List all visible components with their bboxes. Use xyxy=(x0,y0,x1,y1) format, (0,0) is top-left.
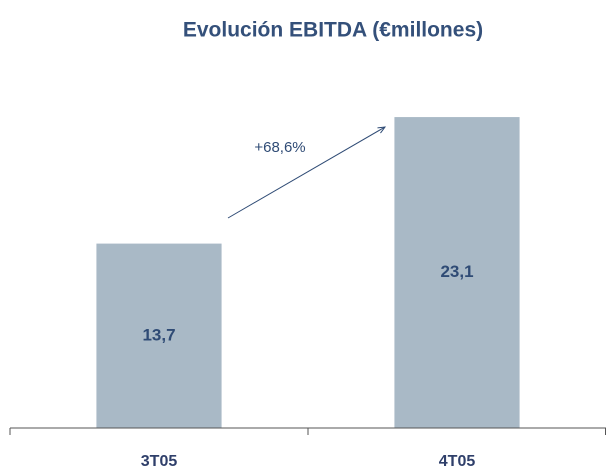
growth-arrow xyxy=(227,127,385,219)
x-tick-label: 4T05 xyxy=(439,453,476,468)
bar xyxy=(96,243,222,428)
chart-title: Evolución EBITDA (€millones) xyxy=(183,19,483,42)
x-tick-label: 3T05 xyxy=(141,453,178,468)
value-label: 13,7 xyxy=(142,325,175,344)
annotation: +68,6% xyxy=(254,139,305,156)
value-label: 23,1 xyxy=(440,262,473,281)
bar xyxy=(394,117,520,428)
